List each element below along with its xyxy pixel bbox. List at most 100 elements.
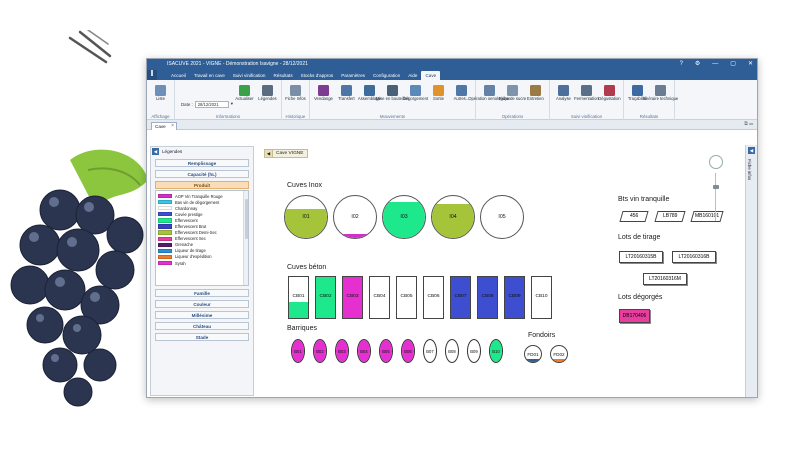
fermentation-button[interactable]: Fermentation [574,82,599,120]
cuve-beton[interactable]: CB10 [531,276,552,319]
legend-item[interactable]: Effervescent [158,217,248,223]
barrique[interactable]: B01 [291,339,305,363]
menu-configuration[interactable]: Configuration [372,73,401,78]
cuve-beton[interactable]: CB03 [342,276,363,319]
cuve-inox[interactable]: I02 [333,195,377,239]
barrique[interactable]: B07 [423,339,437,363]
fondoir[interactable]: FD02 [550,345,568,363]
legend-remplissage-button[interactable]: Remplissage [155,159,249,167]
analyse-button[interactable]: Analyse [553,82,574,120]
itineraire-technique-button[interactable]: Itinéraire technique [643,82,678,120]
liste-button[interactable]: Liste [150,82,171,120]
zoom-slider-handle[interactable] [712,185,719,189]
expand-panel-icon[interactable]: ◀ [748,147,755,154]
cuve-beton[interactable]: CB05 [396,276,417,319]
legend-item[interactable]: Cuvée prestige [158,211,248,217]
close-icon[interactable]: ✕ [747,61,753,67]
legend-item[interactable]: Bas vin de dégorgement [158,199,248,205]
cuve-beton[interactable]: CB02 [315,276,336,319]
product-list-scrollbar[interactable] [243,191,248,285]
degustation-button[interactable]: Dégustation [598,82,621,120]
fiche-infos-panel[interactable]: ◀ Fiche infos [745,145,757,397]
tab-cave[interactable]: Cave × [151,122,177,130]
barrique[interactable]: B04 [357,339,371,363]
maximize-icon[interactable]: ▢ [730,61,736,67]
help-icon[interactable]: ? [679,61,683,67]
cuve-beton[interactable]: CB01 [288,276,309,319]
cuve-beton[interactable]: CB09 [504,276,525,319]
settings-icon[interactable]: ⚙ [694,61,701,67]
legend-famille-button[interactable]: Famille [155,289,249,297]
menu-cave[interactable]: Cave [421,71,441,80]
legend-item[interactable]: Liqueur d'expédition [158,254,248,260]
cuve-beton[interactable]: CB07 [450,276,471,319]
legend-produit-button[interactable]: Produit [155,181,249,189]
vendange-button[interactable]: Vendange [313,82,334,120]
collapse-panel-icon[interactable]: ◀ [152,148,159,155]
lot-tirage[interactable]: LT20160316B [672,251,716,263]
actualiser-button[interactable]: Actualiser [234,82,255,120]
barrique[interactable]: B05 [379,339,393,363]
autres-button[interactable]: Autres... [451,82,472,120]
legend-item[interactable]: Grenache [158,242,248,248]
fondoir[interactable]: FD01 [524,345,542,363]
lot-degorge[interactable]: DB170406 [619,309,650,323]
minimize-icon[interactable]: — [712,61,719,67]
legend-item[interactable]: AOP Vin Tranquille Rouge [158,193,248,199]
cuve-inox[interactable]: I01 [284,195,328,239]
date-input[interactable]: 28/12/2021 [194,100,229,108]
cuve-inox[interactable]: I04 [431,195,475,239]
menu-accueil[interactable]: Accueil [171,73,186,78]
transfert-button[interactable]: Transfert [336,82,357,120]
fiche-infos-button[interactable]: Fiche Infos [285,82,306,120]
menu-aide[interactable]: Aide [408,73,418,78]
lot-tirage[interactable]: LT20160315B [619,251,663,263]
barrique[interactable]: B09 [467,339,481,363]
legend-millesime-button[interactable]: Millésime [155,311,249,319]
fiche-de-sucre-button[interactable]: Fiche de sucre [499,82,526,120]
cuve-inox[interactable]: I03 [382,195,426,239]
legend-item[interactable]: Effervescent Brut [158,223,248,229]
lot-bts[interactable]: 456 [619,211,649,222]
menu-resultats[interactable]: Résultats [273,73,293,78]
zoom-reset-icon[interactable] [709,155,723,169]
operation-oenologique-button[interactable]: Opération oenologique [468,82,511,120]
cuve-beton[interactable]: CB06 [423,276,444,319]
sortie-button[interactable]: Sortie [428,82,449,120]
barrique[interactable]: B10 [489,339,503,363]
barrique[interactable]: B08 [445,339,459,363]
cave-tab-arrow-icon[interactable]: ◀ [264,149,273,158]
lot-bts[interactable]: LB789 [654,211,686,222]
assemblage-button[interactable]: Assemblage [358,82,381,120]
entretien-button[interactable]: Entretien [525,82,546,120]
pin-icon[interactable]: ⧉ ▭ [744,121,753,127]
close-tab-icon[interactable]: × [171,123,174,129]
zoom-control[interactable] [709,155,723,235]
cuve-beton[interactable]: CB08 [477,276,498,319]
tracabilite-button[interactable]: Traçabilité [627,82,648,120]
legend-capacite-button[interactable]: Capacité (hL) [155,170,249,178]
legend-couleur-button[interactable]: Couleur [155,300,249,308]
barrique[interactable]: B02 [313,339,327,363]
cave-vigne-tab[interactable]: ◀ Cave VIGNE [264,149,309,158]
legendes-button[interactable]: Légendes [257,82,278,120]
legend-item[interactable]: Effervescent Sec [158,236,248,242]
cuve-beton[interactable]: CB04 [369,276,390,319]
calendar-icon[interactable]: ▾ [230,101,233,106]
legend-item[interactable]: Syrah [158,260,248,266]
menu-stocks-d-appros[interactable]: Stocks d'appros [300,73,334,78]
zoom-track[interactable] [715,173,716,221]
legend-item[interactable]: Liqueur de tirage [158,248,248,254]
menu-suivi-vinification[interactable]: Suivi vinification [232,73,266,78]
barrique[interactable]: B03 [335,339,349,363]
legend-stade-button[interactable]: Stade [155,333,249,341]
lot-tirage[interactable]: LT20160316M [643,273,687,285]
menu-travail-en-cave[interactable]: Travail en cave [193,73,225,78]
legend-item[interactable]: Chardonnay [158,205,248,211]
cuve-inox[interactable]: I05 [480,195,524,239]
mise-en-bouteilles-button[interactable]: Mise en bouteilles [376,82,409,120]
barrique[interactable]: B06 [401,339,415,363]
legend-chateau-button[interactable]: Château [155,322,249,330]
menu-parametres[interactable]: Paramètres [341,73,365,78]
legend-item[interactable]: Effervescent Demi-Sec [158,230,248,236]
